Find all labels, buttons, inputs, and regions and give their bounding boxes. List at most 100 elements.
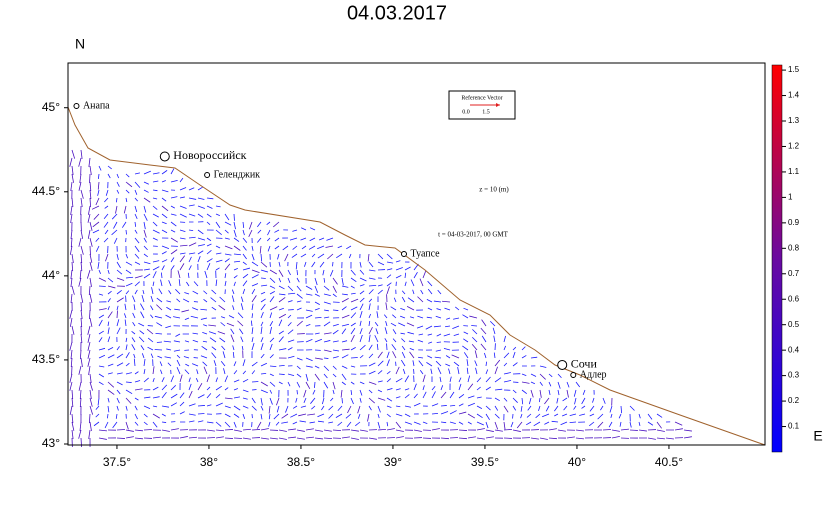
current-vector: [200, 308, 208, 311]
current-vector: [278, 297, 286, 303]
current-vector: [165, 314, 172, 319]
current-vector: [173, 349, 181, 352]
current-vector: [233, 437, 243, 439]
current-vector: [426, 362, 433, 367]
current-vector: [453, 317, 460, 320]
current-vector: [134, 371, 139, 375]
current-vector: [123, 313, 127, 319]
current-vector: [233, 253, 241, 256]
current-vector: [311, 261, 316, 268]
current-vector: [395, 260, 401, 263]
current-vector: [321, 397, 325, 405]
current-vector: [439, 376, 442, 383]
current-vector: [521, 381, 530, 384]
current-vector: [224, 421, 231, 428]
current-vector: [404, 405, 411, 408]
current-vector: [116, 405, 119, 411]
current-vector: [233, 413, 240, 418]
current-vector: [233, 361, 237, 367]
current-vector: [186, 281, 190, 287]
current-vector: [521, 355, 527, 359]
current-vector: [125, 436, 134, 439]
current-vector: [359, 397, 362, 403]
current-vector: [251, 253, 255, 261]
current-vector: [296, 307, 302, 311]
current-vector: [170, 213, 177, 216]
current-vector: [69, 309, 73, 319]
current-vector: [104, 197, 109, 203]
current-vector: [638, 429, 647, 432]
current-vector: [458, 403, 464, 407]
current-vector: [79, 173, 82, 183]
current-vector: [164, 356, 172, 359]
current-vector: [395, 396, 401, 399]
current-vector: [332, 323, 339, 327]
city-marker: [204, 171, 211, 178]
current-vector: [95, 245, 100, 252]
current-vector: [179, 263, 185, 271]
current-vector: [80, 253, 83, 264]
current-vector: [260, 389, 268, 394]
current-vector: [420, 289, 424, 295]
current-vector: [161, 205, 169, 212]
current-vector: [674, 428, 683, 431]
current-vector: [276, 397, 280, 406]
current-vector: [98, 277, 107, 282]
current-vector: [170, 249, 178, 255]
current-vector: [232, 345, 235, 351]
current-vector: [386, 405, 392, 408]
current-vector: [530, 373, 537, 377]
current-vector: [494, 429, 503, 432]
current-vector: [97, 261, 100, 269]
current-vector: [257, 237, 262, 243]
current-vector: [287, 355, 295, 359]
current-vector: [105, 189, 109, 196]
current-vector: [287, 373, 295, 377]
current-vector: [323, 309, 329, 312]
current-vector: [175, 333, 181, 337]
current-vector: [206, 374, 210, 383]
current-vector: [200, 317, 208, 320]
current-vector: [597, 413, 604, 420]
current-vector: [611, 429, 620, 432]
current-vector: [573, 389, 577, 397]
current-vector: [446, 317, 451, 320]
current-vector: [269, 373, 274, 377]
current-vector: [188, 383, 192, 391]
legend-max: 1.5: [482, 109, 490, 115]
current-vector: [296, 320, 303, 327]
current-vector: [404, 394, 410, 399]
current-vector: [170, 265, 175, 271]
current-vector: [341, 314, 350, 319]
colorbar-tick-label: 0.6: [788, 294, 800, 303]
current-vector: [440, 405, 447, 407]
current-vector: [282, 245, 289, 251]
current-vector: [89, 181, 92, 191]
current-vector: [455, 306, 460, 311]
current-vector: [395, 366, 400, 375]
current-vector: [377, 370, 383, 375]
current-vector: [548, 437, 558, 440]
current-vector: [215, 279, 218, 287]
current-vector: [521, 389, 527, 395]
current-vector: [197, 405, 205, 407]
current-vector: [656, 421, 662, 429]
current-vector: [317, 413, 325, 418]
current-vector: [157, 355, 163, 359]
current-vector: [458, 429, 468, 431]
current-vector: [170, 221, 177, 227]
current-vector: [188, 403, 196, 407]
current-vector: [125, 337, 128, 343]
current-vector: [80, 293, 84, 303]
current-vector: [79, 389, 82, 400]
current-vector: [87, 341, 91, 351]
current-vector: [314, 338, 323, 343]
current-vector: [467, 375, 471, 383]
current-vector: [305, 309, 313, 312]
current-vector: [314, 285, 319, 293]
colorbar-tick-label: 1.2: [788, 142, 800, 151]
current-vector: [197, 420, 204, 423]
current-vector: [269, 437, 278, 440]
current-vector: [600, 405, 604, 411]
current-vector: [233, 396, 240, 399]
